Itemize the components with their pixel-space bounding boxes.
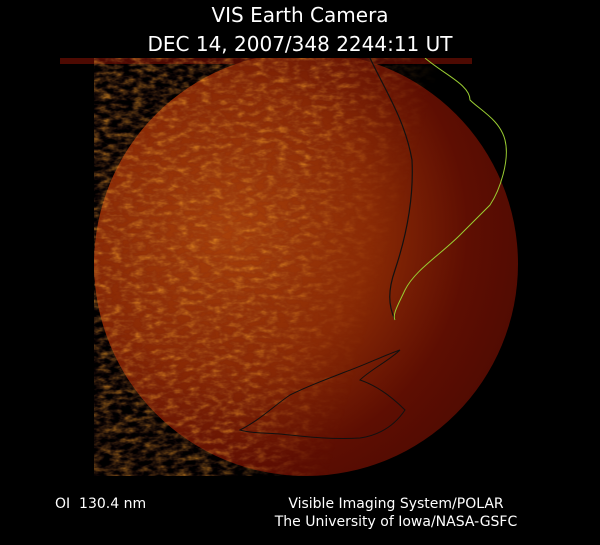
timestamp: DEC 14, 2007/348 2244:11 UT: [148, 32, 454, 56]
credit-line: The University of Iowa/NASA-GSFC: [274, 514, 518, 530]
antarctica: [238, 349, 406, 440]
coastline: [369, 58, 413, 321]
credit-line: Visible Imaging System/POLAR: [288, 496, 504, 512]
filter-label: OI 130.4 nm: [55, 496, 146, 512]
title: VIS Earth Camera: [211, 3, 388, 27]
coastline: [393, 58, 507, 321]
earth-image: [60, 58, 518, 476]
